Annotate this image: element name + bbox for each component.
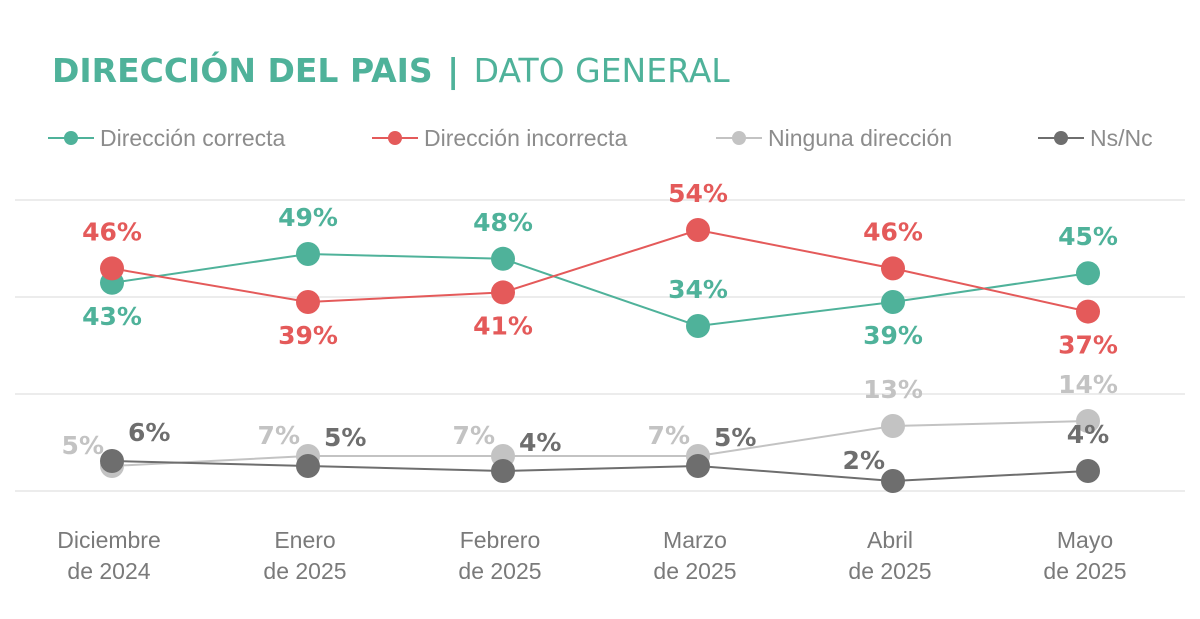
chart-title-sub: DATO GENERAL <box>474 51 731 90</box>
data-point-correcta <box>1076 261 1100 286</box>
legend-label: Ns/Nc <box>1090 125 1153 151</box>
grid-lines <box>15 199 1185 492</box>
x-tick-label: Febrero de 2025 <box>458 527 541 584</box>
data-point-ninguna <box>881 414 905 438</box>
data-label-correcta: 49% <box>278 203 338 232</box>
chart-title-separator: | <box>447 51 459 90</box>
data-label-ninguna: 5% <box>62 431 104 460</box>
legend-marker <box>1054 131 1068 145</box>
data-point-incorrecta <box>100 256 124 281</box>
series-layer: 5% 7% 7% 7% 13% 14% 6% 5% 4% 5% 2% 4% 43% 49% 48% 34% 39… <box>62 179 1118 493</box>
data-label-ninguna: 7% <box>453 421 495 450</box>
data-label-nsnc: 5% <box>324 423 366 452</box>
data-label-nsnc: 4% <box>519 428 561 457</box>
data-label-incorrecta: 46% <box>82 217 142 246</box>
legend-item-nsnc: Ns/Nc <box>1038 125 1153 151</box>
x-tick-label: Marzo de 2025 <box>653 527 736 584</box>
legend-label: Dirección correcta <box>100 125 286 151</box>
legend-marker <box>732 131 746 145</box>
data-point-nsnc <box>296 454 320 478</box>
series-line-incorrecta <box>111 228 1089 313</box>
data-point-correcta <box>296 242 320 266</box>
data-label-nsnc: 2% <box>843 446 885 475</box>
data-label-incorrecta: 54% <box>668 179 728 208</box>
data-label-ninguna: 14% <box>1058 370 1118 399</box>
series-nsnc: 6% 5% 4% 5% 2% 4% <box>100 418 1109 493</box>
x-tick-label: Mayo de 2025 <box>1043 527 1126 584</box>
legend-item-correcta: Dirección correcta <box>48 125 286 151</box>
series-line-nsnc <box>111 460 1089 483</box>
series-correcta: 43% 49% 48% 34% 39% 45% <box>82 203 1118 350</box>
data-label-correcta: 43% <box>82 302 142 331</box>
data-point-nsnc <box>100 449 124 473</box>
data-point-nsnc <box>491 459 515 483</box>
legend-marker <box>388 131 402 145</box>
data-label-incorrecta: 39% <box>278 321 338 350</box>
chart-title-main: DIRECCIÓN DEL PAIS <box>52 50 433 90</box>
x-tick-label: Diciembre de 2024 <box>57 527 161 584</box>
data-label-correcta: 34% <box>668 275 728 304</box>
data-label-correcta: 39% <box>863 321 923 350</box>
data-label-correcta: 48% <box>473 208 533 237</box>
data-point-correcta <box>686 314 710 338</box>
data-point-incorrecta <box>296 290 320 314</box>
data-label-ninguna: 13% <box>863 375 923 404</box>
data-point-incorrecta <box>491 280 515 305</box>
legend-marker <box>64 131 78 145</box>
series-incorrecta: 46% 39% 41% 54% 46% 37% <box>82 179 1118 360</box>
data-point-incorrecta <box>881 256 905 281</box>
legend-item-ninguna: Ninguna dirección <box>716 125 952 151</box>
series-ninguna: 5% 7% 7% 7% 13% 14% <box>62 370 1118 478</box>
data-label-incorrecta: 41% <box>473 311 533 340</box>
data-label-nsnc: 6% <box>128 418 170 447</box>
data-point-nsnc <box>686 454 710 478</box>
series-line-ninguna <box>111 420 1089 467</box>
data-point-correcta <box>491 246 515 271</box>
data-label-nsnc: 5% <box>714 423 756 452</box>
data-point-nsnc <box>881 469 905 493</box>
data-label-nsnc: 4% <box>1067 420 1109 449</box>
series-line-correcta <box>111 252 1089 328</box>
data-point-incorrecta <box>686 218 710 242</box>
legend-label: Ninguna dirección <box>768 125 952 151</box>
data-label-incorrecta: 37% <box>1058 331 1118 360</box>
data-point-incorrecta <box>1076 299 1100 324</box>
data-point-correcta <box>881 290 905 314</box>
x-axis: Diciembre de 2024 Enero de 2025 Febrero de 20… <box>57 527 1126 584</box>
x-tick-label: Enero de 2025 <box>263 527 346 584</box>
legend: Dirección correcta Dirección incorrecta Ni… <box>48 125 1153 151</box>
data-point-nsnc <box>1076 459 1100 483</box>
legend-item-incorrecta: Dirección incorrecta <box>372 125 627 151</box>
legend-label: Dirección incorrecta <box>424 125 627 151</box>
data-label-ninguna: 7% <box>648 421 690 450</box>
data-label-incorrecta: 46% <box>863 217 923 246</box>
data-point-ninguna <box>1076 409 1100 433</box>
data-label-correcta: 45% <box>1058 222 1118 251</box>
x-tick-label: Abril de 2025 <box>848 527 931 584</box>
data-label-ninguna: 7% <box>258 421 300 450</box>
chart-title: DIRECCIÓN DEL PAIS | DATO GENERAL <box>52 50 730 90</box>
